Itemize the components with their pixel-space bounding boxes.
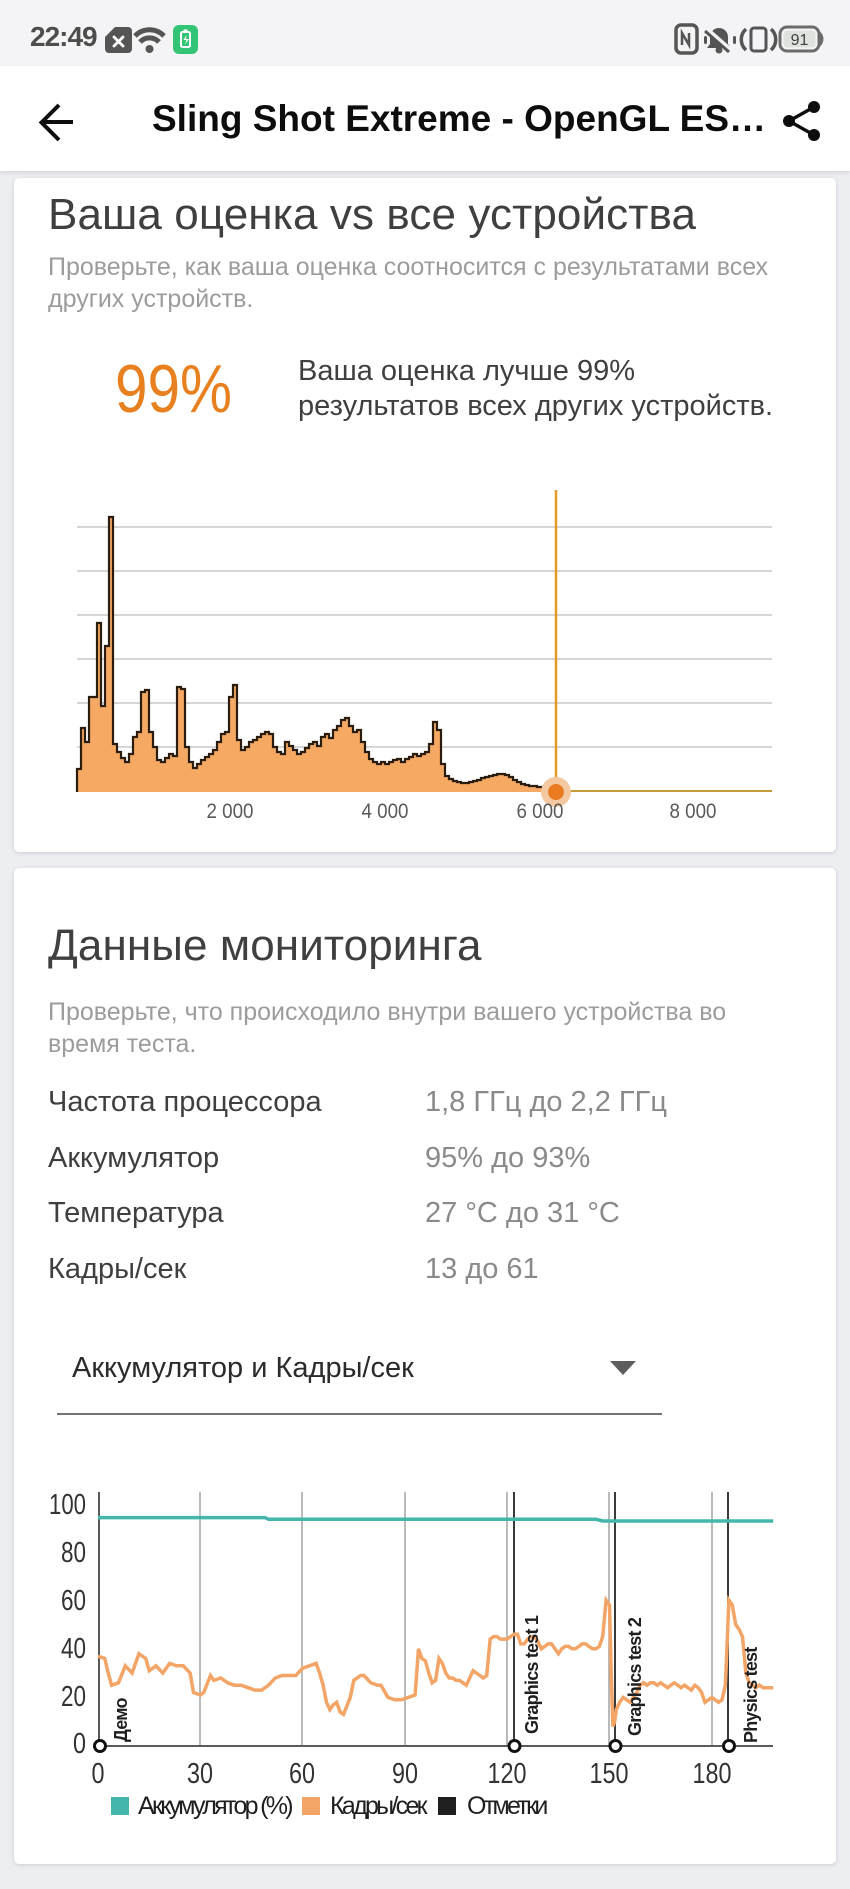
svg-text:20: 20 [61, 1681, 86, 1713]
svg-text:0: 0 [92, 1758, 105, 1790]
svg-text:Демо: Демо [111, 1698, 131, 1742]
svg-text:100: 100 [49, 1489, 86, 1521]
svg-text:80: 80 [61, 1537, 86, 1569]
svg-text:120: 120 [488, 1758, 527, 1790]
svg-text:180: 180 [693, 1758, 732, 1790]
svg-text:0: 0 [73, 1728, 86, 1760]
svg-text:90: 90 [392, 1758, 418, 1790]
svg-text:60: 60 [61, 1585, 86, 1617]
svg-text:60: 60 [289, 1758, 315, 1790]
svg-text:2 000: 2 000 [207, 800, 254, 823]
svg-text:40: 40 [61, 1633, 86, 1665]
svg-text:30: 30 [187, 1758, 213, 1790]
svg-text:150: 150 [590, 1758, 629, 1790]
svg-text:6 000: 6 000 [517, 800, 564, 823]
svg-text:8 000: 8 000 [670, 800, 717, 823]
svg-text:Physics test: Physics test [741, 1647, 761, 1743]
svg-text:4 000: 4 000 [362, 800, 409, 823]
svg-text:Graphics test 2: Graphics test 2 [625, 1617, 645, 1736]
svg-text:91: 91 [791, 32, 809, 49]
svg-text:Graphics test 1: Graphics test 1 [522, 1615, 542, 1734]
